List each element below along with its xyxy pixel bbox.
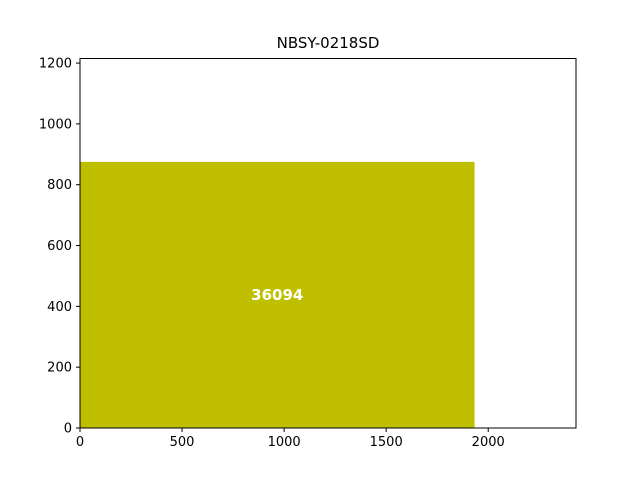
x-tick-label: 2000: [472, 435, 505, 450]
y-tick-label: 200: [47, 361, 72, 376]
plot-frame: [79, 58, 577, 429]
chart-title: NBSY-0218SD: [277, 34, 380, 52]
rectangles-layer: 36094: [80, 161, 475, 428]
y-tick-label: 400: [47, 300, 72, 315]
y-tick-label: 0: [64, 422, 72, 437]
x-tick-label: 0: [76, 435, 84, 450]
x-tick-label: 1500: [370, 435, 403, 450]
treemap-rect-label: 36094: [251, 286, 303, 304]
x-tick-label: 1000: [268, 435, 301, 450]
x-axis: 0 500 1000 1500 2000: [76, 428, 505, 450]
y-axis: 0 200 400 600 800 1000 1200: [39, 57, 80, 437]
treemap-rect: [80, 161, 475, 428]
y-tick-label: 600: [47, 239, 72, 254]
y-tick-label: 800: [47, 178, 72, 193]
x-tick-label: 500: [170, 435, 195, 450]
y-tick-label: 1000: [39, 117, 72, 132]
y-tick-label: 1200: [39, 57, 72, 72]
